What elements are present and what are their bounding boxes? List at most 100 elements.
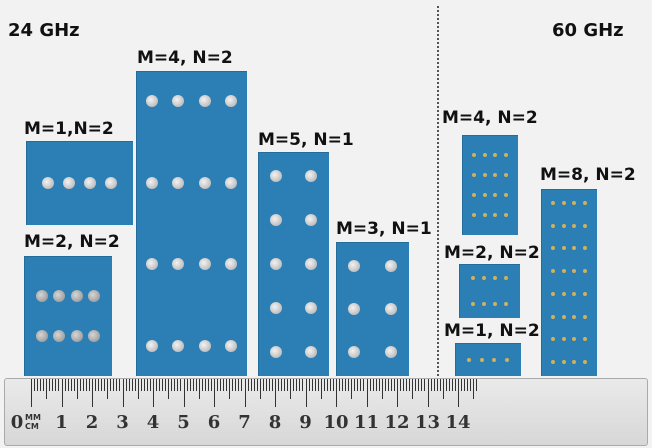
ruler-tick: [162, 379, 164, 391]
ruler-tick: [241, 379, 243, 391]
ruler-tick: [284, 379, 286, 391]
ruler-tick: [85, 379, 87, 391]
ruler-tick: [235, 379, 237, 391]
ruler-tick: [409, 379, 411, 391]
ruler-tick: [113, 379, 115, 391]
ruler-tick: [37, 379, 39, 391]
ruler-tick: [64, 379, 66, 391]
ruler-tick: [290, 379, 292, 399]
antenna-element: [583, 291, 587, 296]
band-label-24ghz: 24 GHz: [8, 20, 80, 41]
antenna-element: [472, 213, 476, 217]
ruler-tick: [125, 379, 127, 391]
ruler-tick: [195, 379, 197, 391]
antenna-element: [146, 340, 158, 352]
ruler-number: 11: [353, 412, 380, 433]
antenna-element: [88, 290, 100, 302]
antenna-element: [63, 177, 75, 189]
ruler-number: 3: [116, 412, 129, 433]
ruler-tick: [381, 379, 383, 399]
antenna-element: [146, 95, 158, 107]
ruler-unit-mm: MM: [25, 413, 41, 422]
antenna-board: [136, 71, 247, 376]
antenna-element: [493, 213, 498, 217]
ruler-tick: [293, 379, 295, 391]
board-label-60-m1n2: M=1, N=2: [444, 321, 540, 341]
ruler-number: 4: [146, 412, 160, 433]
ruler-tick: [467, 379, 469, 391]
board-label-24-m5n1: M=5, N=1: [258, 130, 354, 150]
antenna-element: [583, 337, 587, 342]
ruler-tick: [461, 379, 463, 391]
ruler-tick: [317, 379, 319, 391]
ruler-tick: [238, 379, 240, 391]
antenna-element: [572, 223, 577, 228]
antenna-element: [572, 269, 577, 274]
antenna-element: [572, 314, 577, 319]
ruler-tick: [226, 379, 228, 391]
ruler-tick: [198, 379, 200, 399]
antenna-element: [53, 330, 66, 342]
ruler-tick: [153, 379, 154, 407]
antenna-element: [172, 176, 185, 189]
ruler-tick: [439, 379, 441, 391]
antenna-element: [471, 302, 475, 306]
antenna-element: [146, 176, 158, 189]
ruler-tick: [427, 379, 429, 407]
antenna-element: [172, 95, 185, 107]
ruler-tick: [98, 379, 100, 391]
band-divider: [437, 6, 439, 376]
ruler-tick: [119, 379, 121, 391]
ruler-tick: [369, 379, 371, 391]
antenna-board: [462, 135, 518, 235]
ruler-tick: [104, 379, 106, 391]
antenna-element: [348, 260, 360, 272]
antenna-element: [53, 290, 66, 302]
ruler-tick: [180, 379, 182, 391]
ruler-tick: [156, 379, 158, 391]
ruler-tick: [342, 379, 344, 391]
ruler-unit-cm: CM: [25, 422, 39, 431]
ruler-tick: [67, 379, 69, 391]
ruler-tick: [70, 379, 72, 391]
ruler-tick: [223, 379, 225, 391]
ruler-tick: [326, 379, 328, 391]
ruler-tick: [278, 379, 280, 391]
ruler-tick: [314, 379, 316, 391]
antenna-element: [551, 269, 555, 274]
ruler-tick: [296, 379, 298, 391]
ruler-tick: [88, 379, 90, 391]
board-label-24-m4n2: M=4, N=2: [137, 48, 233, 68]
ruler-tick: [393, 379, 395, 391]
ruler-tick: [73, 379, 75, 391]
antenna-element: [561, 314, 566, 319]
ruler-tick: [140, 379, 142, 391]
ruler-tick: [210, 379, 212, 391]
ruler-tick: [412, 379, 414, 399]
antenna-element: [105, 177, 117, 189]
ruler-number: 1: [55, 412, 68, 433]
ruler-tick: [433, 379, 435, 391]
ruler-tick: [31, 379, 32, 407]
antenna-element: [172, 340, 185, 352]
ruler-tick: [320, 379, 322, 399]
ruler-tick: [403, 379, 405, 391]
antenna-element: [482, 153, 487, 157]
ruler-tick: [363, 379, 365, 391]
antenna-board: [455, 343, 521, 376]
antenna-element: [482, 213, 487, 217]
ruler-tick: [448, 379, 450, 391]
ruler-tick: [171, 379, 173, 391]
ruler-tick: [34, 379, 36, 391]
antenna-element: [551, 291, 555, 296]
antenna-element: [561, 223, 566, 228]
ruler-tick: [149, 379, 151, 391]
antenna-element: [504, 302, 508, 306]
antenna-element: [305, 170, 317, 182]
ruler-tick: [61, 379, 63, 407]
antenna-element: [504, 213, 508, 217]
ruler-tick: [116, 379, 118, 391]
antenna-element: [225, 95, 237, 107]
ruler-tick: [122, 379, 124, 407]
antenna-element: [225, 340, 237, 352]
